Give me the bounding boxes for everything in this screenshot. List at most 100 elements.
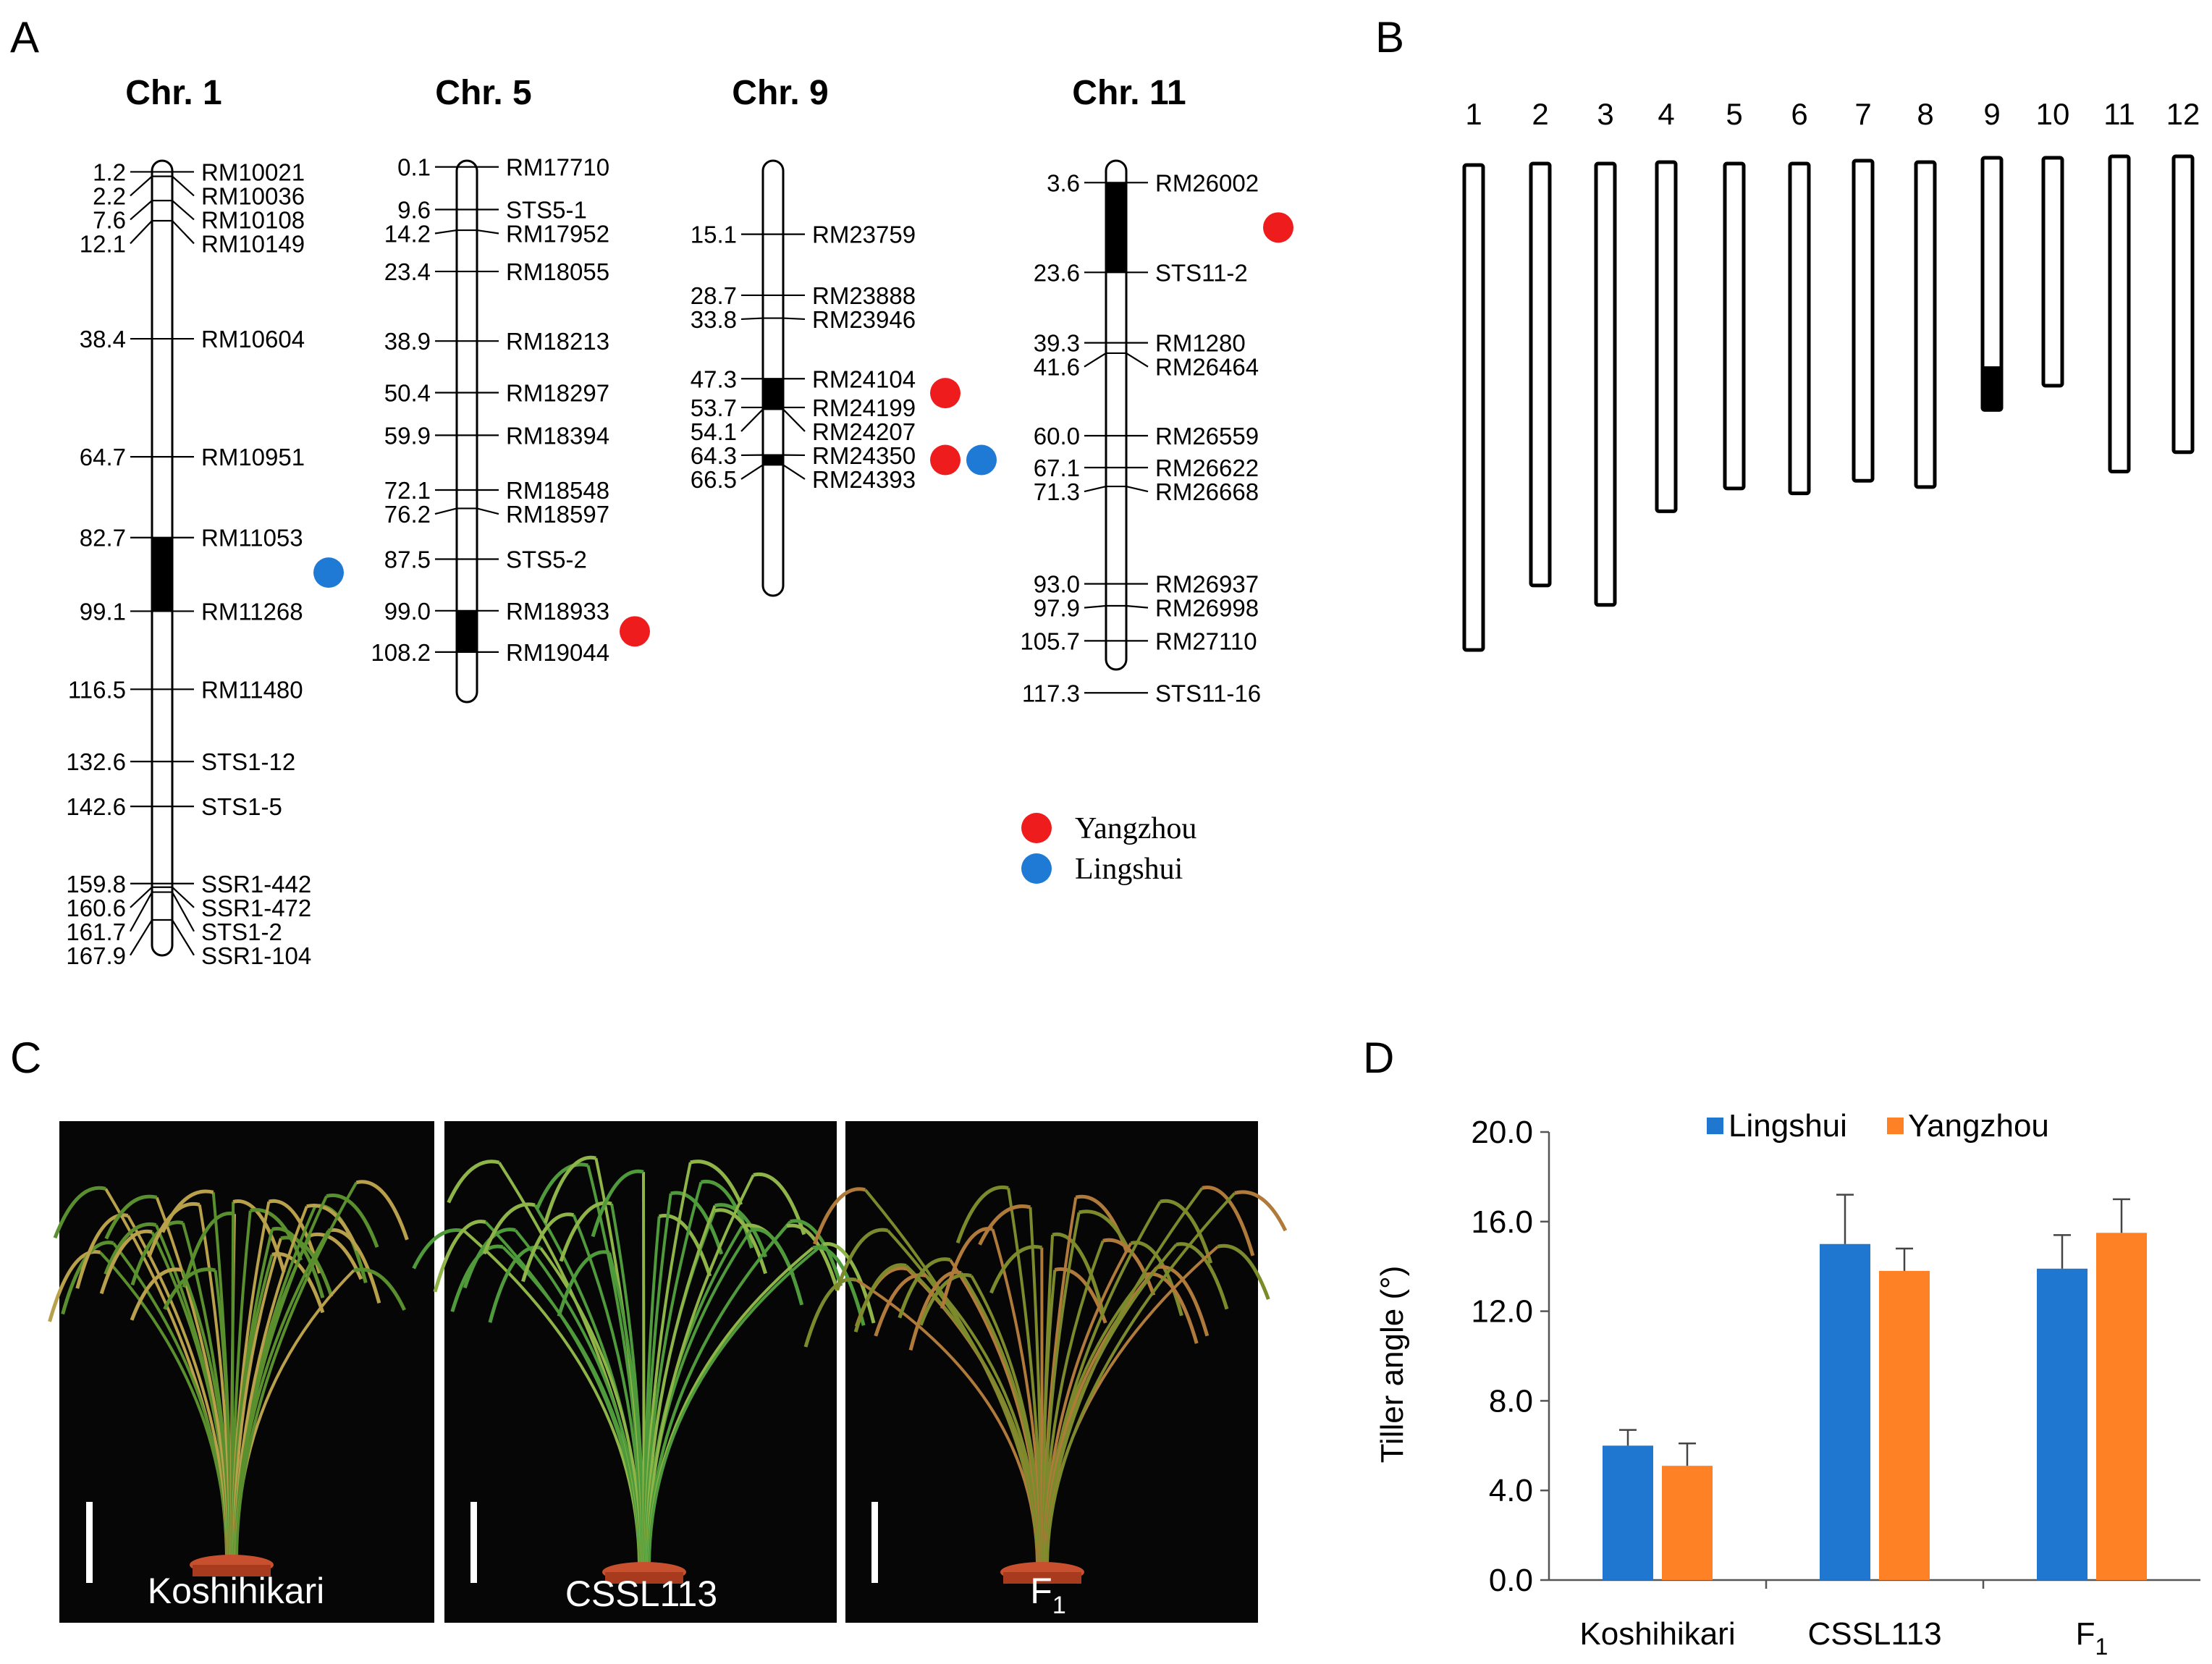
overview-chromosome-body (1788, 161, 1811, 496)
marker: 38.9 RM18213 (384, 328, 609, 355)
marker: 64.3 RM24350 (691, 442, 916, 469)
marker-tick (740, 317, 806, 321)
overview-chromosome-number: 3 (1597, 97, 1613, 131)
introgression-segment (152, 537, 172, 612)
marker: 60.0 RM26559 (1034, 423, 1259, 449)
marker: 161.7 STS1-2 (66, 891, 282, 945)
marker-name: RM24104 (812, 366, 916, 392)
marker: 105.7 RM27110 (1020, 628, 1257, 654)
panel-b-genome-overview: 1 2 3 4 5 6 7 8 9 10 11 12 (1462, 97, 2200, 652)
leaf (700, 1179, 753, 1249)
overview-chromosome-body (1852, 159, 1875, 483)
marker: 97.9 RM26998 (1034, 595, 1259, 622)
leaf (326, 1194, 379, 1248)
leaf (53, 1186, 106, 1239)
qtl-dot-yangzhou (930, 444, 961, 476)
leaf (690, 1160, 743, 1206)
marker-position: 53.7 (691, 394, 737, 421)
leaf (989, 1245, 1042, 1294)
marker-position: 105.7 (1020, 628, 1080, 654)
marker-position: 38.4 (80, 326, 126, 352)
marker: 54.1 RM24207 (691, 408, 916, 445)
marker-name: RM18933 (506, 598, 609, 625)
qtl-dot-lingshui (966, 444, 997, 476)
overview-chromosome-body (2108, 154, 2131, 473)
marker-name: RM18297 (506, 379, 609, 406)
marker-name: RM10951 (201, 444, 305, 470)
marker-name: RM10149 (201, 230, 305, 257)
panel-label-c: C (10, 1034, 41, 1082)
marker-position: 28.7 (691, 282, 737, 309)
photo-label-koshihikari: Koshihikari (148, 1571, 325, 1611)
x-category-label: CSSL113 (1807, 1616, 1941, 1652)
marker: 23.4 RM18055 (384, 258, 609, 285)
marker-name: STS11-16 (1155, 680, 1261, 706)
overview-chromosome-number: 5 (1726, 97, 1742, 131)
overview-chromosome-1: 1 (1462, 97, 1485, 652)
marker-position: 97.9 (1034, 595, 1080, 622)
overview-chromosome-9: 9 (1980, 97, 2004, 412)
marker: 93.0 RM26937 (1034, 571, 1259, 598)
marker: 59.9 RM18394 (384, 422, 609, 449)
leaf (353, 1267, 406, 1311)
overview-chromosome-6: 6 (1788, 97, 1811, 496)
marker: 7.6 RM10108 (93, 200, 305, 233)
leaf (536, 1162, 589, 1209)
leaf (412, 1228, 465, 1270)
marker: 33.8 RM23946 (691, 306, 916, 333)
marker: 99.0 RM18933 (384, 598, 609, 625)
marker: 82.7 RM11053 (80, 525, 303, 552)
qtl-dot-yangzhou (620, 616, 650, 647)
leaf (130, 1267, 183, 1321)
marker-tick (130, 200, 195, 221)
overview-chromosome-number: 2 (1532, 97, 1548, 131)
overview-chromosome-number: 10 (2036, 97, 2070, 131)
marker-tick (1084, 352, 1149, 368)
chromosome-title: Chr. 1 (125, 74, 221, 112)
chromosome-body (455, 159, 478, 704)
marker-position: 39.3 (1034, 330, 1080, 357)
leaf (1078, 1209, 1131, 1254)
chromosome-title: Chr. 9 (732, 74, 828, 112)
marker-position: 59.9 (384, 422, 431, 449)
marker-name: RM24207 (812, 418, 916, 445)
overview-chromosome-8: 8 (1914, 97, 1937, 489)
marker: 0.1 RM17710 (397, 154, 609, 181)
photo-label-f1-main: F (1030, 1571, 1052, 1611)
marker: 99.1 RM11268 (80, 598, 303, 625)
chart-legend-swatch-lingshui (1707, 1118, 1723, 1134)
chromosome-2: Chr. 5 0.1 RM17710 9.6 STS5-1 14.2 RM17952 23.4… (371, 74, 650, 704)
marker: 108.2 RM19044 (371, 639, 609, 666)
chromosome-title: Chr. 5 (435, 74, 531, 112)
marker-position: 99.0 (384, 598, 431, 625)
overview-chromosome-body (1529, 161, 1552, 588)
marker-position: 167.9 (66, 942, 126, 969)
chromosome-body (1105, 159, 1128, 671)
marker-name: RM26622 (1155, 455, 1259, 481)
panel-d-bar-chart: Tiller angle (°) Lingshui Yangzhou 0.0 4.… (1375, 1108, 2200, 1660)
marker: 12.1 RM10149 (80, 219, 305, 257)
marker-name: RM26559 (1155, 423, 1259, 449)
marker-position: 142.6 (66, 793, 126, 820)
marker: 1.2 RM10021 (93, 159, 305, 185)
marker-name: STS1-5 (201, 793, 282, 820)
leaf (1160, 1199, 1213, 1264)
marker-name: RM10108 (201, 206, 305, 233)
marker: 38.4 RM10604 (80, 326, 305, 352)
marker-name: RM19044 (506, 639, 609, 666)
overview-chromosome-10: 10 (2036, 97, 2070, 388)
scale-bar-3 (871, 1502, 878, 1583)
marker-name: RM24393 (812, 466, 916, 493)
marker: 142.6 STS1-5 (66, 793, 282, 820)
marker-tick (130, 219, 195, 245)
y-tick-label: 0.0 (1489, 1563, 1533, 1598)
marker-name: RM18597 (506, 501, 609, 528)
overview-chromosome-number: 11 (2103, 97, 2135, 131)
panel-label-d: D (1363, 1034, 1394, 1082)
marker-position: 2.2 (93, 182, 126, 209)
panel-label-a: A (10, 13, 39, 62)
introgression-segment (1106, 182, 1126, 273)
x-category-label: F1 (2076, 1616, 2108, 1660)
marker: 28.7 RM23888 (691, 282, 916, 309)
overview-chromosome-2: 2 (1529, 97, 1552, 588)
